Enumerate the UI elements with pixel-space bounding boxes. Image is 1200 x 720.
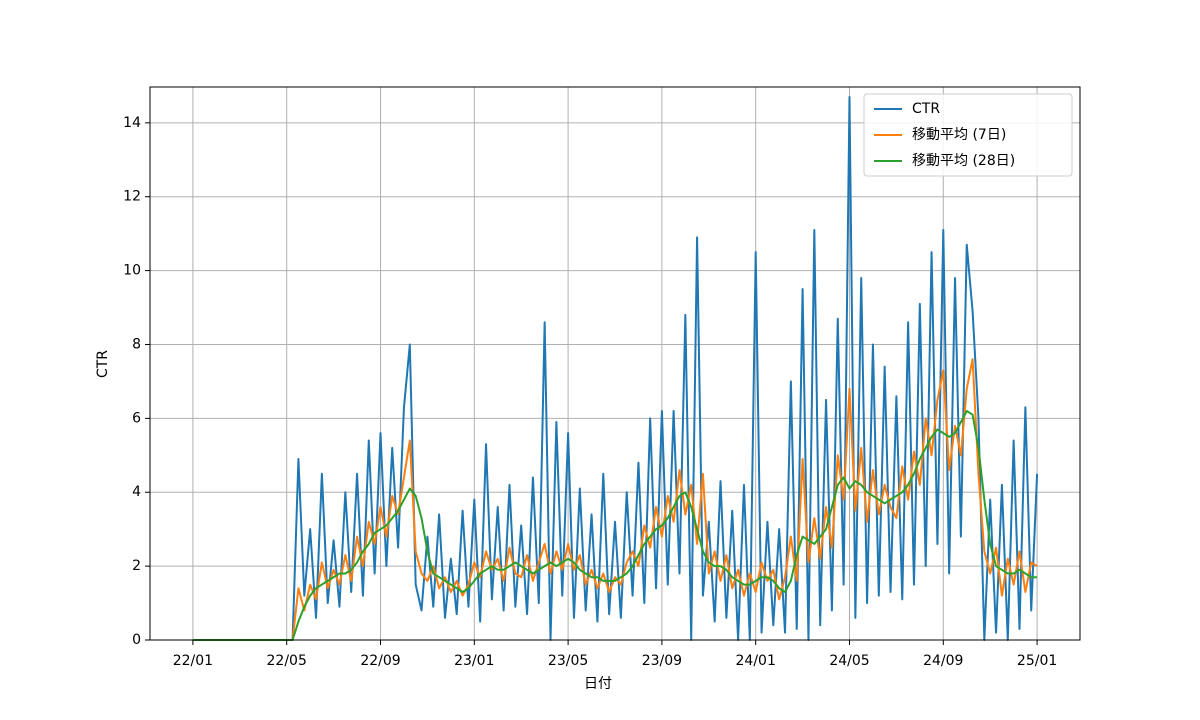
y-axis-label: CTR xyxy=(95,350,111,378)
y-tick-label: 2 xyxy=(132,558,141,574)
grid xyxy=(150,87,1080,641)
series-line xyxy=(192,95,1039,641)
x-tick-label: 22/01 xyxy=(173,653,213,669)
legend-box xyxy=(863,93,1073,177)
y-tick-label: 4 xyxy=(132,484,141,500)
axes: 0 2 4 6 8 10 12 14 22/01 22/05 22/09 23/01 23/05 23/0… xyxy=(123,115,1057,669)
x-axis-label: 日付 xyxy=(584,676,612,692)
legend-label: 移動平均 (7日) xyxy=(912,127,1006,143)
series-line xyxy=(192,358,1038,641)
y-tick-label: 0 xyxy=(132,632,141,648)
x-tick-label: 24/09 xyxy=(923,653,963,669)
axes-frame xyxy=(149,86,1081,641)
x-tick-label: 24/01 xyxy=(736,653,776,669)
legend-label: 移動平均 (28日) xyxy=(912,153,1015,169)
x-tick-label: 23/09 xyxy=(642,653,682,669)
x-tick-label: 25/01 xyxy=(1017,653,1057,669)
x-tick-label: 23/01 xyxy=(454,653,494,669)
y-tick-label: 6 xyxy=(132,410,141,426)
y-tick-label: 12 xyxy=(123,189,141,205)
series-line xyxy=(192,409,1038,641)
x-tick-label: 24/05 xyxy=(829,653,869,669)
legend-label: CTR xyxy=(912,101,940,117)
x-tick-label: 23/05 xyxy=(548,653,588,669)
y-tick-label: 14 xyxy=(123,115,141,131)
x-tick-label: 22/09 xyxy=(360,653,400,669)
legend: CTR 移動平均 (7日) 移動平均 (28日) xyxy=(863,93,1073,177)
y-tick-label: 10 xyxy=(123,263,141,279)
plot-area xyxy=(192,95,1039,641)
x-tick-label: 22/05 xyxy=(267,653,307,669)
y-tick-label: 8 xyxy=(132,336,141,352)
